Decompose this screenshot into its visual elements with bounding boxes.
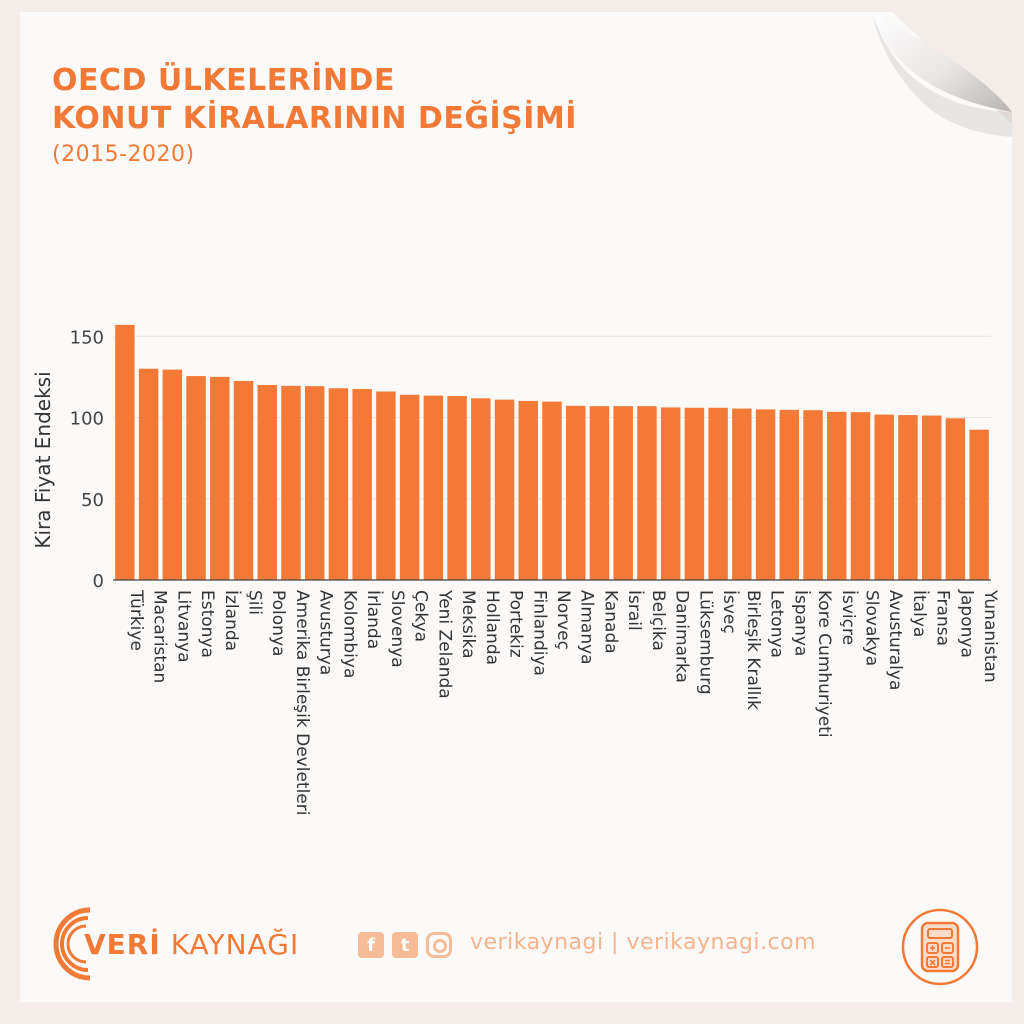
x-tick-label: Yeni Zelanda — [434, 589, 454, 699]
x-tick-label: Çekya — [411, 590, 431, 642]
bar-chart: 0 50 100 150 Kira Fiyat Endeksi Türkiye Macari… — [31, 324, 1000, 815]
x-tick-label: İspanya — [790, 590, 811, 656]
bar — [542, 401, 562, 580]
x-tick-label: Yunanistan — [980, 589, 1000, 683]
x-tick-label: Almanya — [577, 590, 597, 665]
y-axis-label: Kira Fiyat Endeksi — [31, 371, 55, 548]
x-tick-label: Portekiz — [506, 590, 526, 658]
bar — [969, 429, 989, 580]
x-tick-label: Amerika Birleşik Devletleri — [292, 590, 312, 815]
bar — [850, 412, 871, 580]
bar — [660, 407, 681, 580]
x-tick-label: İsrail — [624, 590, 645, 631]
bar — [162, 369, 183, 580]
x-tick-label: Polonya — [268, 590, 288, 656]
twitter-icon[interactable]: t — [392, 932, 418, 958]
paper-sheet — [20, 12, 1012, 1002]
x-tick-label: Japonya — [956, 589, 976, 658]
bar — [827, 411, 847, 580]
x-tick-label: İtalya — [909, 590, 930, 637]
chart-subtitle: (2015-2020) — [52, 142, 195, 167]
bar — [684, 407, 705, 580]
bar — [945, 418, 966, 580]
bar — [708, 407, 728, 580]
brand-name-light: KAYNAĞI — [170, 928, 300, 961]
instagram-icon[interactable] — [426, 932, 452, 958]
y-tick-label: 50 — [81, 490, 104, 511]
bar — [447, 396, 467, 580]
bar — [186, 376, 206, 580]
x-tick-label: İsveç — [719, 590, 740, 634]
x-tick-label: Türkiye — [126, 589, 146, 651]
bar — [471, 398, 491, 580]
x-tick-label: Estonya — [197, 590, 217, 658]
bar — [304, 386, 325, 580]
bar — [732, 408, 752, 580]
x-tick-label: Slovakya — [861, 590, 881, 666]
x-tick-label: Avusturya — [316, 590, 336, 675]
bar — [257, 385, 277, 580]
x-tick-label: İsviçre — [838, 590, 859, 645]
bar — [803, 410, 823, 580]
bar — [755, 409, 776, 580]
bar — [566, 405, 586, 580]
x-tick-label: Meksika — [458, 590, 478, 659]
veri-kaynagi-logo-arcs — [53, 907, 91, 981]
bar — [589, 406, 610, 580]
x-tick-label: İrlanda — [363, 590, 384, 649]
bar — [637, 406, 657, 580]
x-tick-label: Lüksemburg — [695, 590, 715, 695]
brand-name: VERİ KAYNAĞI — [84, 928, 299, 961]
x-tick-label: Norveç — [553, 590, 573, 650]
x-tick-label: Şili — [245, 590, 265, 615]
social-handle: verikaynagi | verikaynagi.com — [470, 930, 817, 955]
bar — [423, 395, 444, 580]
x-tick-label: Belçika — [648, 590, 668, 651]
y-tick-label: 0 — [93, 571, 104, 592]
bar — [874, 414, 894, 580]
title-line-2: KONUT KİRALARININ DEĞİŞİMİ — [52, 101, 577, 136]
chart-title: OECD ÜLKELERİNDE KONUT KİRALARININ DEĞİŞ… — [52, 62, 577, 138]
bar — [328, 388, 349, 580]
social-icons: f t — [358, 932, 452, 958]
x-tick-label: Letonya — [767, 590, 787, 658]
bar — [921, 415, 942, 580]
x-tick-label: Avusturalya — [885, 590, 905, 690]
x-tick-label: Birleşik Krallık — [743, 590, 763, 710]
bar — [376, 391, 396, 580]
x-tick-label: Kolombiya — [339, 590, 359, 678]
bar — [210, 376, 230, 580]
title-line-1: OECD ÜLKELERİNDE — [52, 63, 395, 98]
bar — [494, 399, 515, 580]
x-tick-label: Litvanya — [173, 590, 193, 663]
x-tick-label: Fransa — [933, 590, 953, 646]
x-tick-label: Kore Cumhuriyeti — [814, 590, 834, 738]
bar — [138, 368, 159, 580]
x-tick-label: Danimarka — [672, 590, 692, 683]
bar — [399, 394, 420, 580]
bar — [233, 380, 254, 580]
brand-name-bold: VERİ — [84, 928, 161, 961]
y-tick-label: 150 — [70, 327, 104, 348]
calculator-icon — [901, 908, 979, 986]
x-tick-label: Finlandiya — [529, 590, 549, 676]
y-tick-label: 100 — [70, 409, 104, 430]
x-tick-label: İzlanda — [221, 590, 242, 651]
x-tick-label: Kanada — [600, 590, 620, 654]
x-tick-label: Hollanda — [482, 590, 502, 665]
facebook-icon[interactable]: f — [358, 932, 384, 958]
bar — [898, 415, 918, 580]
bar — [352, 389, 372, 580]
bar — [281, 385, 301, 580]
bar — [779, 409, 800, 580]
x-tick-label: Slovenya — [387, 590, 407, 668]
bar — [518, 400, 538, 580]
bar — [115, 324, 135, 580]
x-tick-label: Macaristan — [150, 590, 170, 683]
bar — [613, 406, 633, 580]
